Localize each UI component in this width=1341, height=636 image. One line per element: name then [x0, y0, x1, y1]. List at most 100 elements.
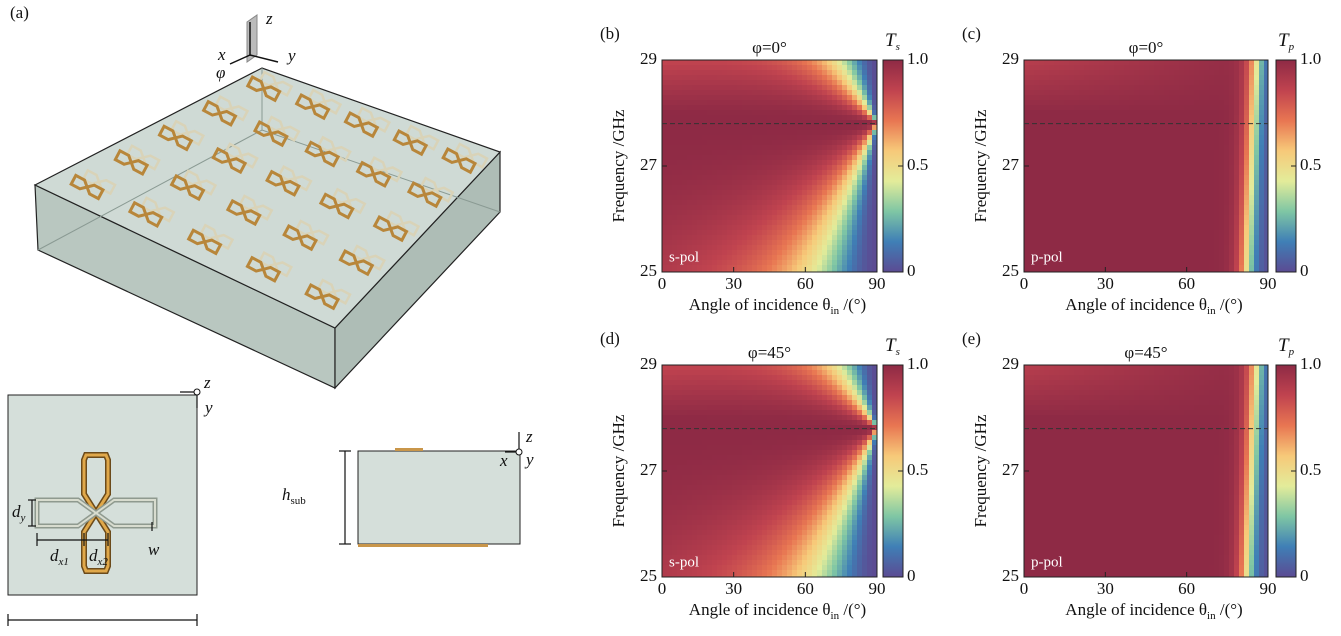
heatmap-cell: [772, 155, 778, 161]
heatmap-cell: [1024, 190, 1030, 196]
heatmap-cell: [1054, 95, 1060, 101]
heatmap-cell: [1069, 175, 1075, 181]
heatmap-cell: [717, 565, 723, 571]
heatmap-cell: [717, 180, 723, 186]
heatmap-cell: [1229, 220, 1235, 226]
heatmap-cell: [802, 85, 808, 91]
heatmap-cell: [1069, 85, 1075, 91]
heatmap-cell: [717, 125, 723, 131]
heatmap-cell: [1184, 95, 1190, 101]
heatmap-cell: [862, 165, 868, 171]
heatmap-cell: [1164, 250, 1170, 256]
heatmap-cell: [1219, 160, 1225, 166]
heatmap-cell: [682, 215, 688, 221]
heatmap-cell: [727, 190, 733, 196]
heatmap-cell: [857, 215, 863, 221]
x-tick-label: 90: [869, 274, 886, 293]
heatmap-cell: [1144, 100, 1150, 106]
heatmap-cell: [697, 375, 703, 381]
heatmap-cell: [1129, 245, 1135, 251]
heatmap-cell: [1119, 220, 1125, 226]
heatmap-cell: [1139, 250, 1145, 256]
heatmap-cell: [752, 215, 758, 221]
heatmap-cell: [762, 120, 768, 126]
heatmap-cell: [722, 140, 728, 146]
heatmap-cell: [1179, 205, 1185, 211]
heatmap-cell: [752, 405, 758, 411]
heatmap-cell: [1184, 145, 1190, 151]
heatmap-cell: [722, 100, 728, 106]
heatmap-cell: [782, 255, 788, 261]
heatmap-cell: [1149, 200, 1155, 206]
heatmap-cell: [1044, 235, 1050, 241]
heatmap-cell: [1109, 220, 1115, 226]
heatmap-cell: [1254, 75, 1260, 81]
heatmap-cell: [687, 395, 693, 401]
heatmap-cell: [1234, 190, 1240, 196]
heatmap-cell: [1029, 70, 1035, 76]
heatmap-cell: [727, 520, 733, 526]
heatmap-cell: [1184, 230, 1190, 236]
heatmap-cell: [1239, 250, 1245, 256]
heatmap-cell: [1064, 130, 1070, 136]
heatmap-cell: [1039, 135, 1045, 141]
heatmap-cell: [727, 65, 733, 71]
heatmap-cell: [1149, 260, 1155, 266]
heatmap-cell: [737, 90, 743, 96]
heatmap-cell: [742, 85, 748, 91]
heatmap-cell: [782, 110, 788, 116]
heatmap-cell: [747, 70, 753, 76]
heatmap-cell: [1089, 105, 1095, 111]
heatmap-cell: [792, 70, 798, 76]
heatmap-cell: [697, 435, 703, 441]
heatmap-cell: [1044, 185, 1050, 191]
heatmap-cell: [1149, 185, 1155, 191]
heatmap-cell: [1199, 115, 1205, 121]
heatmap-cell: [1169, 105, 1175, 111]
heatmap-cell: [1104, 105, 1110, 111]
heatmap-cell: [1219, 225, 1225, 231]
heatmap-cell: [742, 445, 748, 451]
heatmap-cell: [687, 100, 693, 106]
heatmap-cell: [1219, 90, 1225, 96]
heatmap-cell: [722, 475, 728, 481]
heatmap-cell: [1199, 140, 1205, 146]
heatmap-cell: [827, 255, 833, 261]
heatmap-cell: [842, 205, 848, 211]
heatmap-cell: [802, 170, 808, 176]
heatmap-cell: [757, 405, 763, 411]
heatmap-cell: [1214, 210, 1220, 216]
heatmap-cell: [772, 150, 778, 156]
heatmap-cell: [1119, 140, 1125, 146]
heatmap-cell: [747, 75, 753, 81]
heatmap-cell: [677, 490, 683, 496]
heatmap-cell: [702, 205, 708, 211]
heatmap-cell: [797, 220, 803, 226]
heatmap-cell: [1134, 60, 1140, 66]
heatmap-cell: [1179, 155, 1185, 161]
heatmap-cell: [1054, 110, 1060, 116]
heatmap-cell: [667, 240, 673, 246]
heatmap-cell: [687, 470, 693, 476]
heatmap-cell: [1139, 80, 1145, 86]
heatmap-cell: [672, 460, 678, 466]
heatmap-cell: [732, 420, 738, 426]
heatmap-cell: [702, 145, 708, 151]
heatmap-cell: [1179, 100, 1185, 106]
heatmap-cell: [672, 470, 678, 476]
heatmap-cell: [707, 60, 713, 66]
heatmap-cell: [867, 70, 873, 76]
heatmap-cell: [802, 95, 808, 101]
heatmap-cell: [1199, 230, 1205, 236]
heatmap-cell: [1159, 225, 1165, 231]
heatmap-cell: [847, 115, 853, 121]
heatmap-cell: [1059, 140, 1065, 146]
heatmap-cell: [807, 245, 813, 251]
heatmap-cell: [1064, 235, 1070, 241]
heatmap-cell: [792, 190, 798, 196]
heatmap-cell: [1244, 190, 1250, 196]
heatmap-cell: [1139, 190, 1145, 196]
heatmap-cell: [752, 520, 758, 526]
heatmap-cell: [1029, 150, 1035, 156]
heatmap-cell: [1139, 85, 1145, 91]
